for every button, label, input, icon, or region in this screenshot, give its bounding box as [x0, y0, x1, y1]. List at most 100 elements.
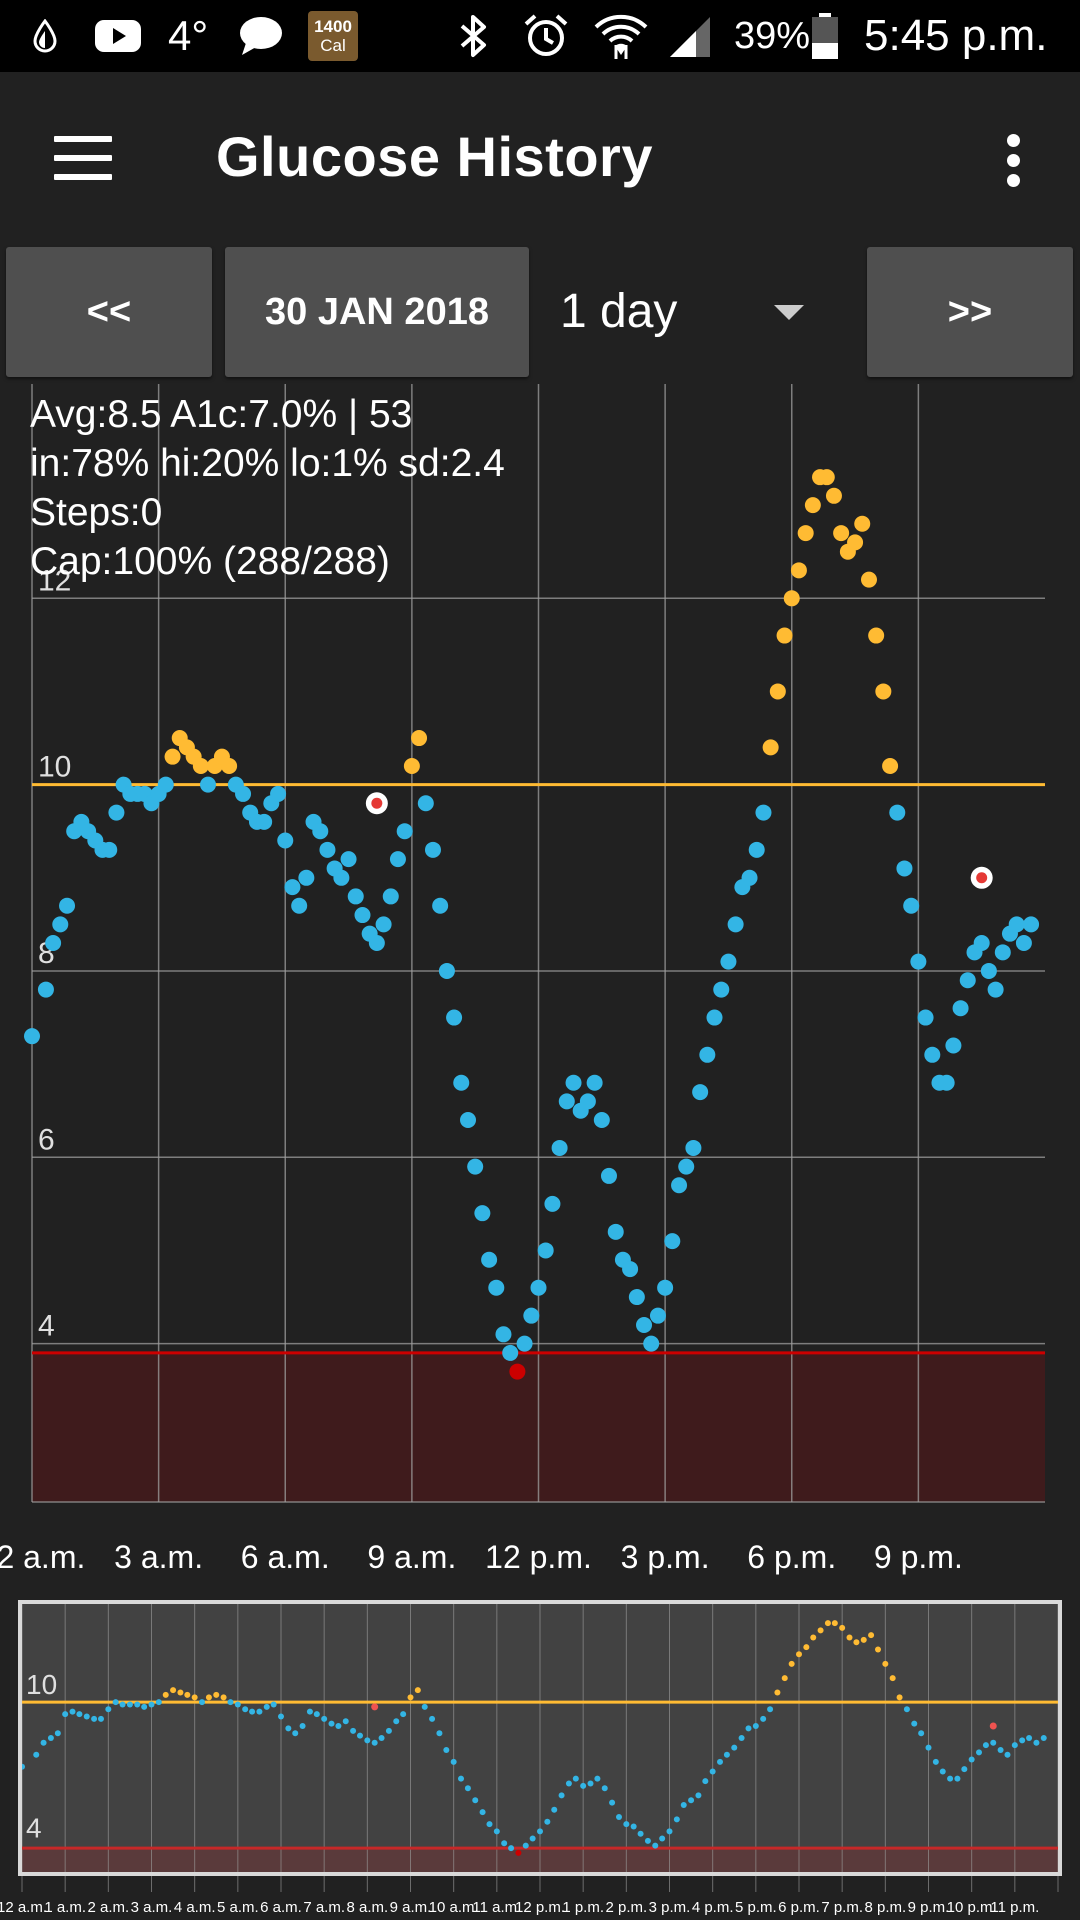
date-picker-button[interactable]: 30 JAN 2018 — [225, 247, 529, 377]
overview-reading-point — [803, 1644, 810, 1651]
glucose-reading-point — [987, 981, 1004, 998]
glucose-reading-point — [291, 897, 308, 914]
stats-panel: Avg:8.5 A1c:7.0% | 53 in:78% hi:20% lo:1… — [30, 390, 505, 586]
glucose-reading-point — [755, 804, 772, 821]
overview-reading-point — [119, 1701, 126, 1708]
overview-reading-point — [458, 1775, 465, 1782]
previous-day-button[interactable]: << — [6, 247, 212, 377]
overview-x-tick-label: 7 a.m. — [303, 1899, 345, 1916]
overview-reading-point — [227, 1699, 234, 1706]
overview-reading-point — [731, 1744, 738, 1751]
overview-reading-point — [83, 1713, 90, 1720]
overview-reading-point — [709, 1768, 716, 1775]
glucose-reading-point — [854, 515, 871, 532]
overview-reading-point — [680, 1802, 687, 1808]
overview-glucose-chart[interactable]: 12 a.m.1 a.m. 2 a.m. 3 a.m. 4 a.m. 5 a.m. 6 a… — [0, 1596, 1080, 1920]
glucose-reading-point — [460, 1112, 477, 1129]
overview-x-tick-label: 12 p.m. — [515, 1899, 565, 1916]
glucose-reading-point — [59, 897, 76, 914]
stats-line-steps: Steps:0 — [30, 491, 163, 534]
overview-reading-point — [702, 1778, 709, 1785]
glucose-reading-point — [45, 935, 62, 951]
overview-reading-point — [939, 1768, 946, 1775]
main-glucose-chart[interactable]: 12 a.m. 3 a.m. 6 a.m. 9 a.m. 12 p.m. 3 p.m. 6 … — [0, 380, 1080, 1580]
overview-reading-point — [220, 1694, 227, 1701]
overview-x-tick-label: 2 p.m. — [605, 1899, 647, 1916]
glucose-reading-point — [741, 869, 758, 886]
glucose-reading-point — [347, 888, 364, 905]
overview-reading-point — [54, 1730, 61, 1737]
overview-reading-point — [1033, 1739, 1040, 1746]
overview-reading-point — [76, 1711, 83, 1718]
glucose-reading-point — [312, 823, 329, 840]
glucose-reading-point — [523, 1307, 540, 1324]
more-vert-icon[interactable] — [1000, 134, 1028, 188]
overview-reading-point — [40, 1739, 47, 1746]
calories-badge-value: 1400 — [314, 17, 352, 36]
overview-x-tick-label: 6 p.m. — [778, 1899, 820, 1916]
glucose-reading-point — [833, 525, 850, 542]
overview-reading-point — [436, 1730, 443, 1737]
x-tick-label: 3 p.m. — [621, 1539, 710, 1575]
overview-reading-point — [601, 1785, 608, 1792]
hamburger-menu-icon[interactable] — [54, 136, 112, 180]
glucose-reading-point — [403, 757, 420, 774]
alarm-icon — [522, 0, 570, 72]
overview-calibration-marker — [989, 1722, 997, 1730]
stats-line-capture: Cap:100% (288/288) — [30, 540, 390, 583]
x-tick-label: 3 a.m. — [114, 1539, 203, 1575]
glucose-reading-point — [783, 590, 800, 607]
overview-reading-point — [767, 1706, 774, 1713]
next-day-button[interactable]: >> — [867, 247, 1073, 377]
overview-reading-point — [537, 1828, 543, 1835]
glucose-reading-point — [818, 469, 835, 486]
calibration-marker-dot — [371, 797, 383, 809]
glucose-reading-point — [389, 851, 406, 868]
glucose-reading-point — [537, 1242, 554, 1259]
overview-reading-point — [148, 1701, 155, 1708]
overview-reading-point — [191, 1694, 198, 1701]
glucose-reading-point — [649, 1307, 666, 1324]
overview-reading-point — [868, 1632, 875, 1639]
overview-reading-point — [874, 1646, 881, 1653]
glucose-reading-point — [685, 1139, 702, 1156]
dropdown-arrow-icon — [774, 305, 804, 320]
glucose-reading-point — [720, 953, 737, 970]
overview-reading-point — [278, 1713, 284, 1720]
overview-reading-point — [1011, 1742, 1018, 1749]
glucose-reading-point — [797, 525, 814, 542]
glucose-reading-point — [1023, 916, 1040, 933]
glucose-reading-point — [860, 571, 877, 588]
y-tick-label: 10 — [38, 751, 71, 784]
overview-reading-point — [234, 1701, 241, 1708]
overview-reading-point — [407, 1694, 414, 1701]
glucose-reading-point — [748, 841, 765, 858]
glucose-reading-point — [108, 804, 125, 821]
glucose-reading-point — [917, 1009, 934, 1026]
overview-reading-point — [990, 1739, 997, 1746]
glucose-reading-point — [600, 1167, 617, 1184]
glucose-reading-point — [664, 1233, 681, 1250]
overview-reading-point — [429, 1715, 436, 1722]
overview-reading-point — [976, 1749, 983, 1756]
overview-x-tick-label: 8 p.m. — [864, 1899, 906, 1916]
glucose-reading-point — [692, 1084, 709, 1101]
glucose-reading-point — [636, 1316, 653, 1333]
glucose-reading-point — [586, 1074, 603, 1091]
overview-reading-point — [479, 1809, 486, 1816]
overview-x-tick-label: 8 a.m. — [346, 1899, 388, 1916]
glucose-reading-point — [474, 1205, 491, 1222]
overview-reading-point — [493, 1828, 500, 1835]
overview-reading-point — [356, 1732, 363, 1739]
overview-reading-point — [695, 1792, 702, 1799]
glucose-reading-point — [769, 683, 786, 700]
range-dropdown[interactable]: 1 day — [538, 247, 858, 377]
glucose-reading-point — [938, 1074, 955, 1091]
overview-reading-point — [752, 1723, 759, 1730]
overview-reading-point — [853, 1639, 860, 1646]
glucose-reading-point — [340, 851, 357, 868]
overview-reading-point — [911, 1720, 918, 1727]
overview-reading-point — [443, 1746, 450, 1753]
glucose-reading-point — [643, 1335, 660, 1352]
glucose-reading-point — [825, 487, 842, 504]
